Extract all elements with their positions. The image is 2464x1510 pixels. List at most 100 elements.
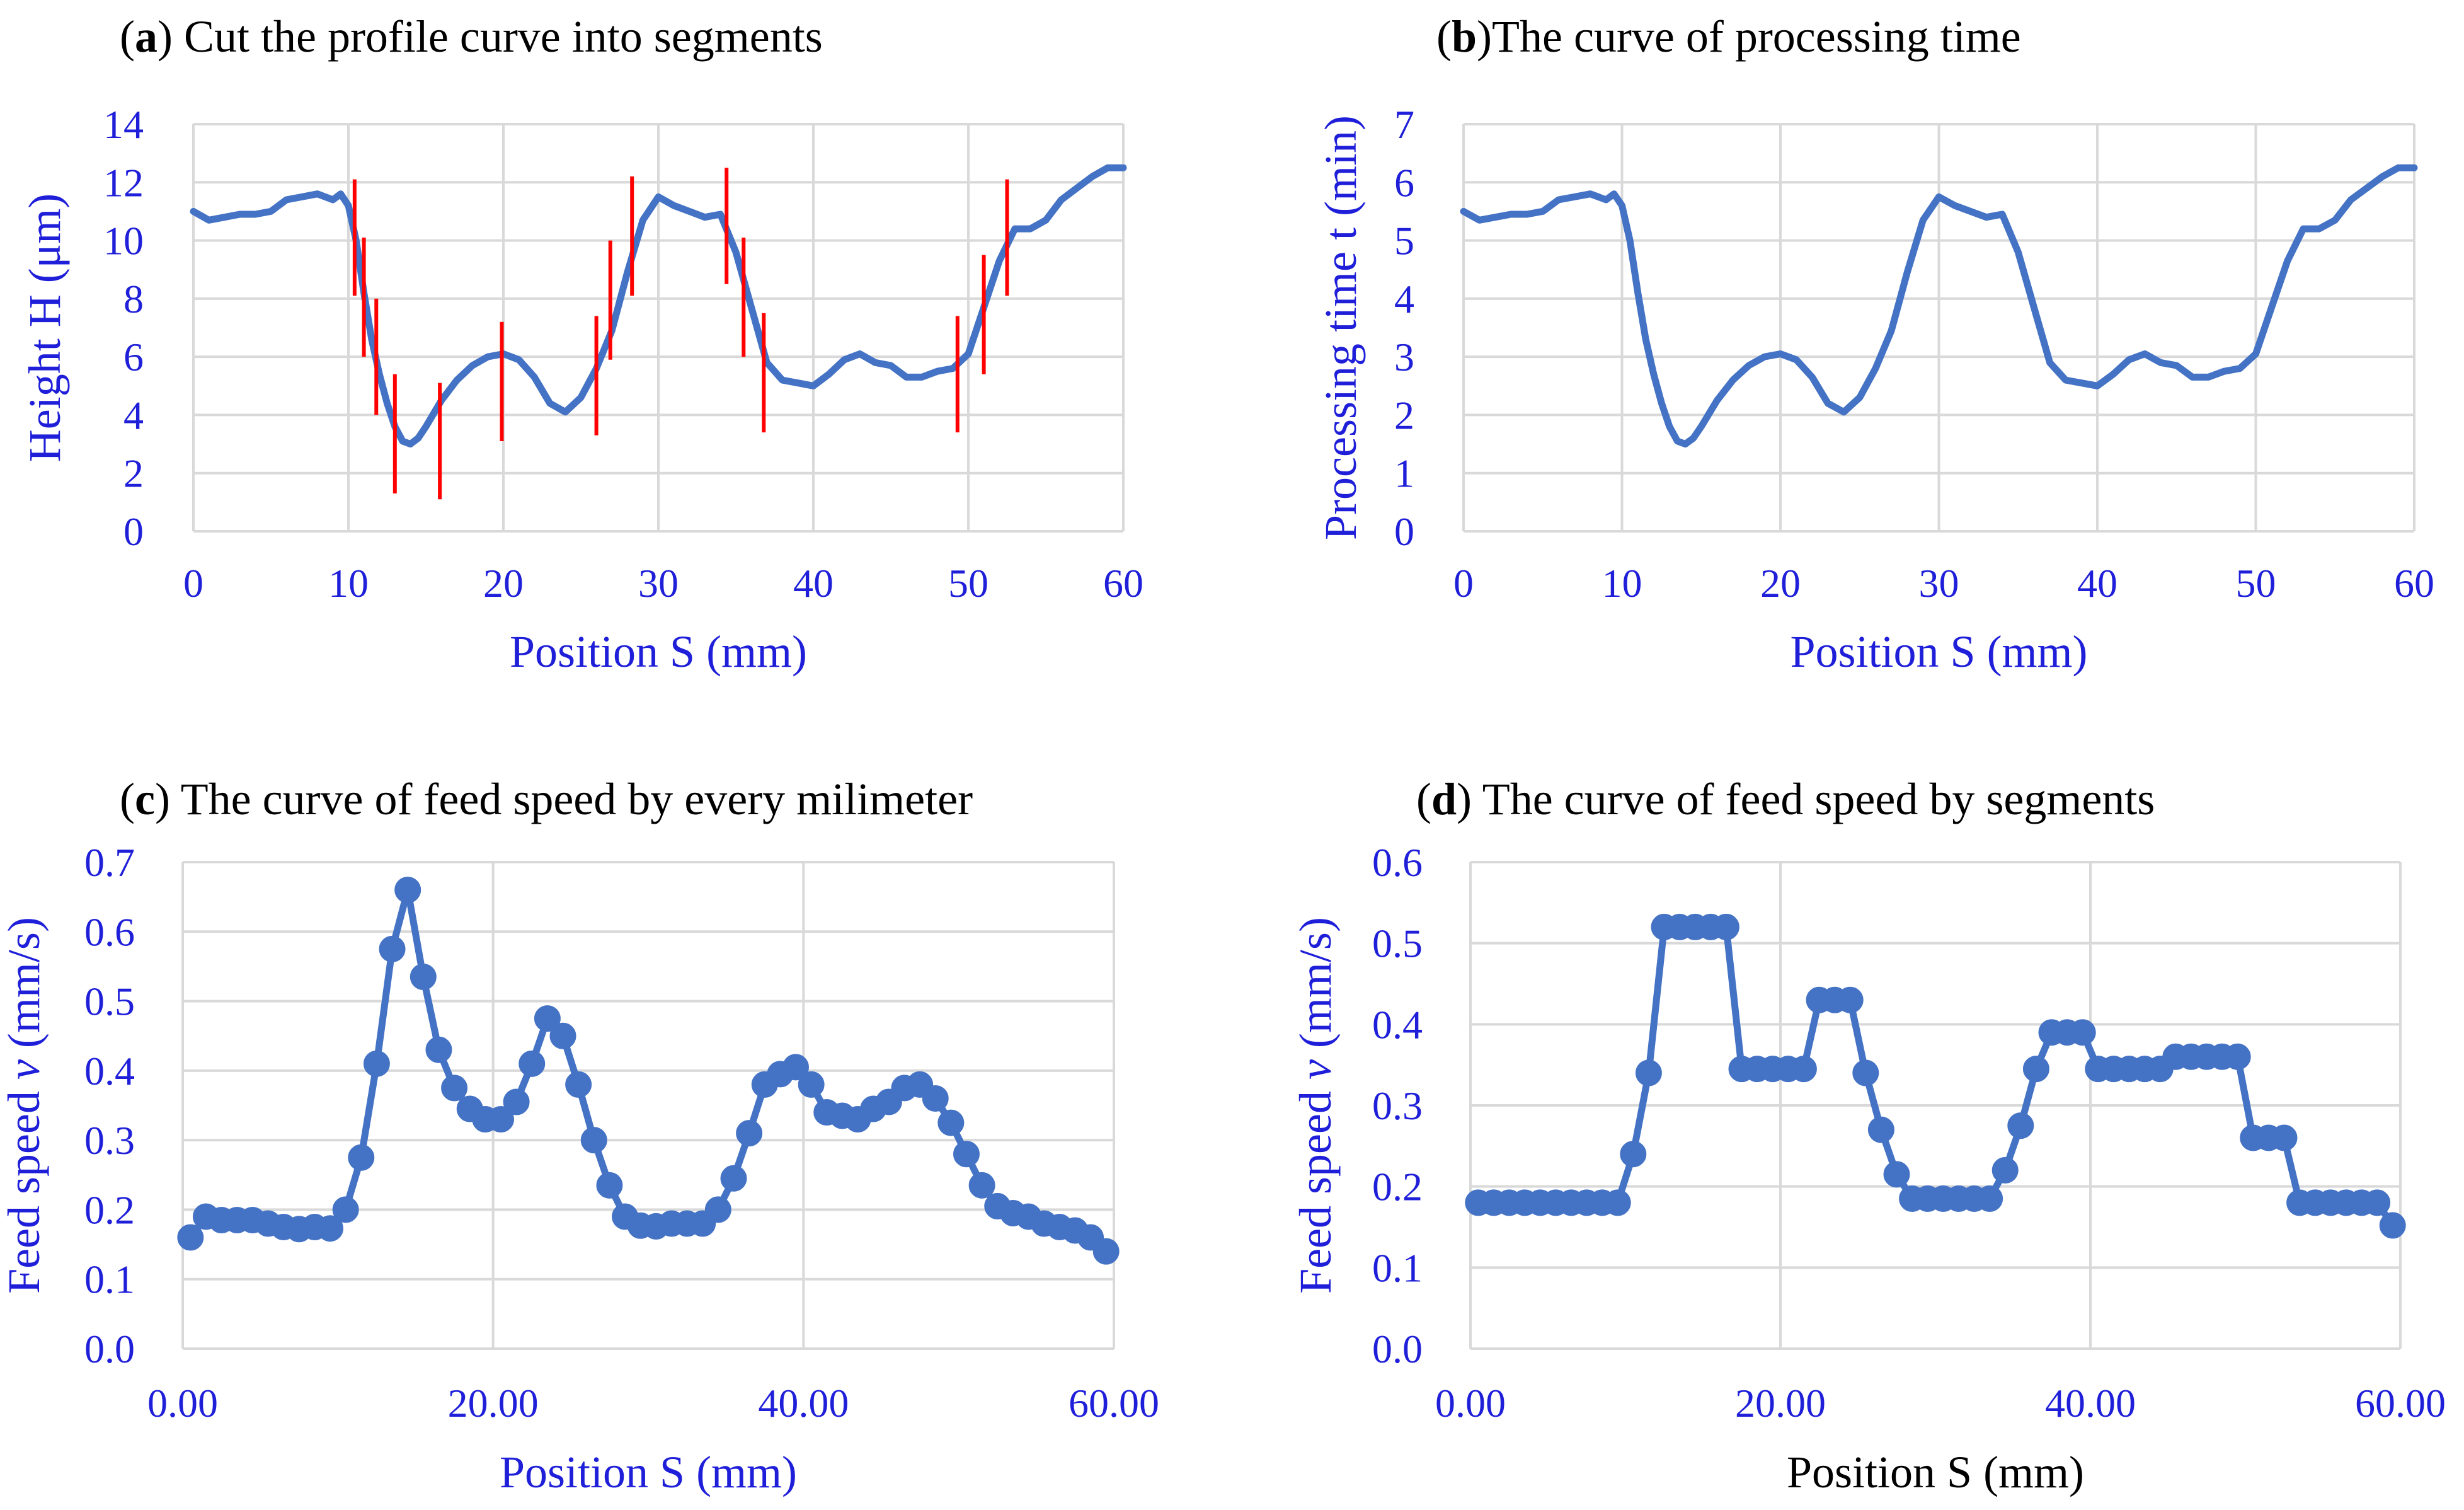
data-point: [798, 1071, 825, 1098]
x-tick-label: 0: [1453, 561, 1474, 606]
chart-title-letter: c: [135, 774, 155, 824]
y-axis-label: Processing time t (min): [1315, 115, 1366, 540]
data-point: [953, 1141, 980, 1168]
x-axis-label: Position S (mm): [510, 626, 807, 677]
y-tick-label: 0.1: [84, 1257, 135, 1302]
data-point: [487, 1106, 514, 1133]
data-point: [348, 1144, 375, 1171]
data-point: [1712, 913, 1739, 940]
y-tick-label: 8: [123, 277, 144, 321]
x-tick-label: 40: [793, 561, 834, 606]
data-point: [1635, 1059, 1662, 1086]
x-tick-label: 60.00: [1069, 1381, 1159, 1426]
chart-panel-c: (c) The curve of feed speed by every mil…: [0, 774, 1159, 1497]
chart-title-d: (d) The curve of feed speed by segments: [1416, 774, 2155, 824]
data-point: [1991, 1156, 2019, 1184]
data-point: [2271, 1124, 2298, 1151]
x-axis-label: Position S (mm): [500, 1447, 797, 1497]
data-point: [534, 1005, 561, 1032]
y-axis-label-symbol: v: [0, 1059, 49, 1080]
chart-title-c: (c) The curve of feed speed by every mil…: [120, 774, 973, 824]
chart-title-text: ) Cut the profile curve into segments: [158, 11, 823, 62]
data-point: [1883, 1161, 1910, 1188]
y-tick-label: 1: [1394, 451, 1414, 496]
data-point: [2379, 1212, 2406, 1239]
data-point: [2364, 1189, 2391, 1216]
data-point: [720, 1165, 747, 1192]
y-tick-label: 0.3: [84, 1118, 135, 1163]
y-tick-label: 4: [123, 393, 144, 437]
data-point: [2007, 1112, 2034, 1139]
y-tick-label: 10: [103, 219, 144, 263]
y-tick-label: 7: [1394, 102, 1414, 147]
y-tick-label: 0.6: [1372, 840, 1423, 885]
y-tick-label: 12: [103, 160, 144, 205]
y-tick-label: 14: [103, 102, 144, 147]
data-point: [1837, 986, 1864, 1013]
x-tick-label: 10: [1602, 561, 1642, 606]
data-point: [441, 1075, 468, 1102]
data-point: [1092, 1238, 1120, 1265]
chart-title-open: (: [1436, 11, 1452, 62]
x-tick-label: 20: [483, 561, 524, 606]
data-point: [394, 877, 421, 904]
x-tick-label: 40: [2077, 561, 2117, 606]
x-tick-label: 60: [1103, 561, 1143, 606]
data-point: [410, 963, 437, 990]
data-point: [177, 1224, 204, 1251]
data-point: [1604, 1189, 1631, 1216]
data-point: [2022, 1056, 2049, 1083]
data-point: [332, 1196, 359, 1223]
y-tick-label: 0.5: [84, 979, 135, 1024]
data-point: [2224, 1043, 2251, 1070]
x-tick-label: 60: [2394, 561, 2434, 606]
y-axis-label: Height H (μm): [20, 193, 70, 463]
chart-title-b: (b)The curve of processing time: [1436, 11, 2021, 62]
data-point: [580, 1127, 607, 1154]
y-axis-label-symbol: v: [1290, 1059, 1341, 1080]
data-point: [596, 1172, 623, 1199]
x-tick-label: 50: [948, 561, 988, 606]
y-tick-label: 0: [1394, 509, 1414, 554]
data-point: [1620, 1141, 1647, 1168]
y-tick-label: 0: [123, 509, 144, 554]
chart-title-open: (: [120, 774, 135, 824]
data-point: [519, 1050, 546, 1077]
chart-panel-b: (b)The curve of processing time 0 1 2 3 4 5 6 7 0…: [1315, 11, 2434, 677]
y-tick-label: 0.0: [84, 1327, 135, 1371]
y-axis-label: Feed speed v (mm/s): [1290, 917, 1341, 1294]
y-tick-label: 0.4: [84, 1049, 135, 1093]
x-axis-label: Position S (mm): [1790, 626, 2087, 677]
y-tick-label: 0.4: [1372, 1002, 1423, 1047]
x-tick-label: 40.00: [2045, 1381, 2136, 1426]
data-point: [937, 1109, 965, 1136]
data-point: [425, 1036, 452, 1063]
y-tick-label: 0.2: [1372, 1165, 1423, 1209]
x-tick-label: 0.00: [1435, 1381, 1506, 1426]
data-point: [363, 1050, 390, 1077]
y-tick-label: 4: [1394, 277, 1414, 321]
y-axis-label-unit: (mm/s): [1290, 917, 1341, 1059]
x-tick-label: 20.00: [448, 1381, 539, 1426]
chart-title-text: ) The curve of feed speed by segments: [1457, 774, 2155, 824]
chart-title-open: (: [120, 11, 135, 62]
chart-title-text: ) The curve of feed speed by every milim…: [155, 774, 973, 824]
data-point: [317, 1215, 344, 1242]
x-tick-label: 30: [638, 561, 679, 606]
x-tick-label: 0.00: [147, 1381, 218, 1426]
y-axis-label-text: Feed speed: [1290, 1080, 1341, 1294]
data-point: [1867, 1116, 1894, 1143]
y-tick-label: 6: [1394, 160, 1414, 205]
data-point: [1976, 1185, 2003, 1212]
x-tick-label: 20: [1760, 561, 1801, 606]
y-tick-label: 0.1: [1372, 1245, 1423, 1290]
data-point: [1790, 1056, 1817, 1083]
series-line: [1474, 923, 2397, 1229]
data-point: [2069, 1019, 2096, 1046]
data-point: [736, 1120, 763, 1147]
x-tick-label: 60.00: [2355, 1381, 2446, 1426]
chart-panel-d: (d) The curve of feed speed by segments 0…: [1290, 774, 2446, 1497]
data-point: [379, 935, 406, 962]
y-tick-label: 0.6: [84, 909, 135, 954]
